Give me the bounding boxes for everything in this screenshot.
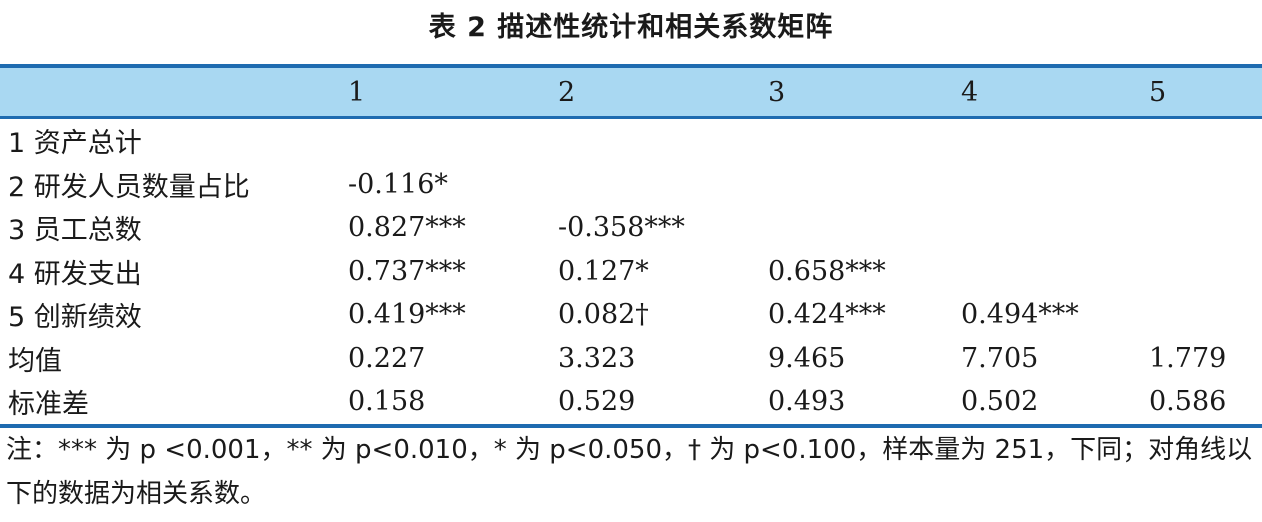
header-cell-1: 1 <box>348 64 558 119</box>
table-cell <box>1149 250 1262 294</box>
row-label: 均值 <box>8 345 62 377</box>
table-cell <box>1149 206 1262 250</box>
table-cell <box>768 206 961 250</box>
table-note: 注：*** 为 p <0.001，** 为 p<0.010，* 为 p<0.05… <box>6 435 1253 509</box>
table-cell: 0.494*** <box>961 299 1079 331</box>
table-row: 1 资产总计 <box>0 118 1262 163</box>
table-cell <box>768 118 961 163</box>
table-cell: -0.116* <box>348 168 448 200</box>
table-cell <box>1149 163 1262 207</box>
table-row: 标准差 0.158 0.529 0.493 0.502 0.586 <box>0 380 1262 428</box>
correlation-table-container: 1 2 3 4 5 1 资产总计 2 研发人员数量占比 -0.116* <box>0 64 1262 428</box>
table-cell: 0.424*** <box>768 299 886 331</box>
correlation-table: 1 2 3 4 5 1 资产总计 2 研发人员数量占比 -0.116* <box>0 64 1262 428</box>
header-cell-3: 3 <box>768 64 961 119</box>
table-cell <box>768 163 961 207</box>
table-row: 均值 0.227 3.323 9.465 7.705 1.779 <box>0 337 1262 381</box>
row-label: 3 员工总数 <box>8 215 142 247</box>
table-cell <box>348 118 558 163</box>
header-cell-5: 5 <box>1149 64 1262 119</box>
table-cell: 0.586 <box>1149 380 1262 428</box>
row-label: 1 资产总计 <box>8 128 142 160</box>
table-cell: -0.358*** <box>558 212 685 244</box>
table-cell <box>558 163 768 207</box>
table-cell: 0.658*** <box>768 255 886 287</box>
table-cell: 9.465 <box>768 342 846 374</box>
table-cell: 0.529 <box>558 380 768 428</box>
table-row: 4 研发支出 0.737*** 0.127* 0.658*** <box>0 250 1262 294</box>
table-cell: 3.323 <box>558 342 636 374</box>
table-cell: 0.227 <box>348 342 426 374</box>
table-row: 5 创新绩效 0.419*** 0.082† 0.424*** 0.494*** <box>0 293 1262 337</box>
table-cell: 7.705 <box>961 342 1039 374</box>
table-cell: 1.779 <box>1149 342 1227 374</box>
header-cell-empty <box>0 64 348 119</box>
row-label: 2 研发人员数量占比 <box>8 171 250 203</box>
row-label: 5 创新绩效 <box>8 302 142 334</box>
table-cell: 0.158 <box>348 380 558 428</box>
table-title: 表 2 描述性统计和相关系数矩阵 <box>428 12 834 43</box>
table-cell <box>961 118 1149 163</box>
table-cell <box>558 118 768 163</box>
table-cell <box>961 206 1149 250</box>
table-cell <box>1149 118 1262 163</box>
header-cell-2: 2 <box>558 64 768 119</box>
row-label: 4 研发支出 <box>8 258 142 290</box>
table-cell: 0.827*** <box>348 212 466 244</box>
table-cell: 0.082† <box>558 299 649 331</box>
table-cell: 0.419*** <box>348 299 466 331</box>
table-row: 3 员工总数 0.827*** -0.358*** <box>0 206 1262 250</box>
table-header-row: 1 2 3 4 5 <box>0 64 1262 119</box>
table-cell <box>961 250 1149 294</box>
table-cell <box>961 163 1149 207</box>
table-cell: 0.737*** <box>348 255 466 287</box>
table-cell <box>1149 293 1262 337</box>
table-cell: 0.502 <box>961 380 1149 428</box>
table-row: 2 研发人员数量占比 -0.116* <box>0 163 1262 207</box>
table-cell: 0.127* <box>558 255 649 287</box>
row-label: 标准差 <box>0 380 348 428</box>
header-cell-4: 4 <box>961 64 1149 119</box>
table-cell: 0.493 <box>768 380 961 428</box>
